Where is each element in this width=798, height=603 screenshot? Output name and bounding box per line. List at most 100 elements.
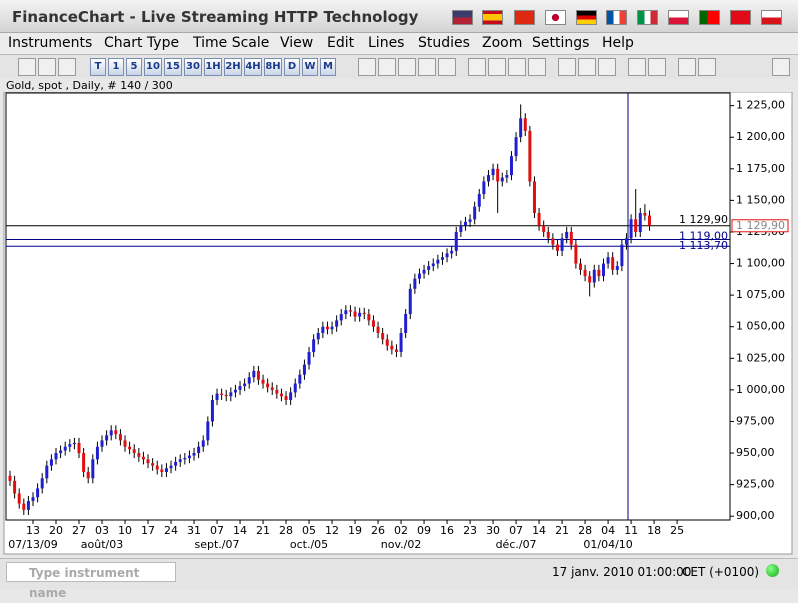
tool-icon[interactable] xyxy=(772,58,790,76)
tool-icon[interactable] xyxy=(378,58,396,76)
period-button[interactable]: 4H xyxy=(244,58,262,76)
period-button[interactable]: M xyxy=(320,58,336,76)
flag[interactable] xyxy=(637,10,658,25)
x-period-label: août/03 xyxy=(81,538,123,551)
candle-body xyxy=(238,386,242,390)
tool-icon[interactable] xyxy=(58,58,76,76)
period-button[interactable]: 30 xyxy=(184,58,202,76)
candle-body xyxy=(486,175,490,182)
flag[interactable] xyxy=(606,10,627,25)
menu-item[interactable]: Edit xyxy=(327,35,355,51)
period-button[interactable]: D xyxy=(284,58,300,76)
menu-item[interactable]: Time Scale xyxy=(193,35,270,51)
period-button[interactable]: 15 xyxy=(164,58,182,76)
flag[interactable] xyxy=(761,10,782,25)
candle-body xyxy=(63,446,67,451)
menu-item[interactable]: Settings xyxy=(532,35,590,51)
y-tick-label: 1 175,00 xyxy=(736,162,785,175)
x-tick-label: 10 xyxy=(118,524,132,537)
flag[interactable] xyxy=(699,10,720,25)
x-tick-label: 24 xyxy=(164,524,178,537)
candle-body xyxy=(583,269,587,277)
candle-body xyxy=(68,444,72,447)
flag[interactable] xyxy=(730,10,751,25)
candle-body xyxy=(137,453,141,457)
tool-icon[interactable] xyxy=(418,58,436,76)
tool-icon[interactable] xyxy=(578,58,596,76)
flag[interactable] xyxy=(576,10,597,25)
menu-item[interactable]: Chart Type xyxy=(104,35,180,51)
y-tick-label: 925,00 xyxy=(736,478,775,491)
candle-body xyxy=(339,314,343,321)
period-button[interactable]: 5 xyxy=(126,58,142,76)
candle-body xyxy=(160,469,164,472)
period-button[interactable]: W xyxy=(302,58,318,76)
candle-body xyxy=(436,259,440,264)
period-button[interactable]: T xyxy=(90,58,106,76)
flag[interactable] xyxy=(452,10,473,25)
candle-body xyxy=(615,266,619,270)
candle-body xyxy=(155,465,159,470)
period-button[interactable]: 1 xyxy=(108,58,124,76)
x-tick-label: 18 xyxy=(647,524,661,537)
candle-body xyxy=(491,168,495,176)
candle-body xyxy=(229,392,233,397)
menu-item[interactable]: Zoom xyxy=(482,35,523,51)
period-button[interactable]: 10 xyxy=(144,58,162,76)
x-tick-label: 03 xyxy=(95,524,109,537)
x-tick-label: 14 xyxy=(233,524,247,537)
tool-icon[interactable] xyxy=(18,58,36,76)
candle-body xyxy=(114,430,118,435)
candle-body xyxy=(532,181,536,214)
flag[interactable] xyxy=(514,10,535,25)
candle-body xyxy=(187,455,191,459)
period-button[interactable]: 2H xyxy=(224,58,242,76)
candle-body xyxy=(440,257,444,260)
menu-item[interactable]: Lines xyxy=(368,35,405,51)
period-button[interactable]: 1H xyxy=(204,58,222,76)
y-tick-label: 1 050,00 xyxy=(736,320,785,333)
tool-icon[interactable] xyxy=(38,58,56,76)
menu-item[interactable]: Help xyxy=(602,35,634,51)
flag[interactable] xyxy=(482,10,503,25)
candle-body xyxy=(77,442,81,454)
candle-body xyxy=(496,168,500,182)
tool-icon[interactable] xyxy=(528,58,546,76)
tool-icon[interactable] xyxy=(438,58,456,76)
tool-icon[interactable] xyxy=(558,58,576,76)
tool-icon[interactable] xyxy=(488,58,506,76)
tool-icon[interactable] xyxy=(698,58,716,76)
candle-body xyxy=(422,269,426,274)
candle-body xyxy=(330,326,334,330)
tool-icon[interactable] xyxy=(648,58,666,76)
toolbar: T 1 5 10 15 30 1H 2H 4H 8H D W M xyxy=(0,55,798,79)
flag[interactable] xyxy=(668,10,689,25)
tool-icon[interactable] xyxy=(358,58,376,76)
tool-icon[interactable] xyxy=(508,58,526,76)
tool-icon[interactable] xyxy=(598,58,616,76)
x-tick-label: 05 xyxy=(302,524,316,537)
tool-icon[interactable] xyxy=(468,58,486,76)
x-tick-label: 13 xyxy=(26,524,40,537)
x-period-label: nov./02 xyxy=(381,538,422,551)
price-line-label: 1 113,70 xyxy=(679,239,728,252)
candle-body xyxy=(620,244,624,267)
candle-body xyxy=(523,118,527,131)
menu-item[interactable]: Instruments xyxy=(8,35,93,51)
candle-body xyxy=(307,351,311,365)
candle-body xyxy=(514,137,518,157)
period-button[interactable]: 8H xyxy=(264,58,282,76)
chart: 900,00 925,00 950,00 975,00 1 000,00 1 025,00… xyxy=(3,92,793,555)
candle-body xyxy=(574,244,578,264)
tool-icon[interactable] xyxy=(678,58,696,76)
tool-icon[interactable] xyxy=(628,58,646,76)
menu-item[interactable]: Studies xyxy=(418,35,470,51)
candle-body xyxy=(555,244,559,251)
x-tick-label: 12 xyxy=(325,524,339,537)
menu-item[interactable]: View xyxy=(280,35,314,51)
flag[interactable] xyxy=(545,10,566,25)
x-period-label: 01/04/10 xyxy=(583,538,632,551)
candle-body xyxy=(59,450,63,454)
search-input[interactable]: Type instrument name xyxy=(6,562,176,600)
tool-icon[interactable] xyxy=(398,58,416,76)
